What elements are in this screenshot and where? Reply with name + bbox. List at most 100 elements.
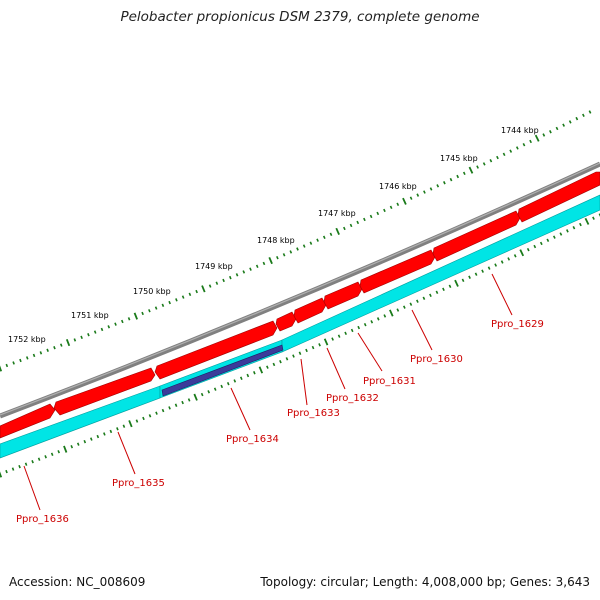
ruler-minor-tick — [409, 302, 413, 306]
ruler-minor-tick — [213, 387, 217, 391]
gene-arrow-forward[interactable] — [0, 403, 56, 439]
ruler-minor-tick — [93, 330, 97, 334]
gene-arrow-forward[interactable] — [53, 367, 156, 416]
ruler-minor-tick — [559, 232, 563, 236]
ruler-minor-tick — [502, 152, 506, 157]
leader-line — [326, 347, 346, 390]
ruler-minor-tick — [226, 382, 230, 386]
ruler-minor-tick — [376, 211, 380, 216]
ruler-minor-tick — [500, 260, 504, 264]
ruler-minor-tick — [568, 120, 572, 124]
ruler-minor-tick — [249, 267, 252, 271]
ruler-minor-tick — [383, 314, 387, 318]
ruler-major-tick — [133, 312, 138, 320]
ruler-minor-tick — [18, 464, 21, 469]
ruler-minor-tick — [229, 275, 232, 280]
ruler-minor-tick — [305, 348, 308, 353]
ruler-minor-tick — [318, 343, 321, 347]
page-title: Pelobacter propionicus DSM 2379, complet… — [120, 9, 480, 25]
ruler-minor-tick — [316, 238, 319, 242]
gene-arrow-reverse[interactable] — [281, 194, 600, 353]
ruler-minor-tick — [208, 284, 212, 288]
gene-label-ppro-1636[interactable]: Ppro_1636 — [16, 514, 69, 525]
ruler-minor-tick — [522, 143, 526, 147]
leader-line — [411, 309, 433, 351]
ruler-minor-tick — [549, 130, 552, 134]
gene-label-ppro-1631[interactable]: Ppro_1631 — [363, 376, 416, 387]
ruler-minor-tick — [37, 457, 41, 461]
ruler-major-tick — [128, 420, 133, 428]
gene-label-ppro-1633[interactable]: Ppro_1633 — [287, 408, 340, 419]
gene-label-ppro-1632[interactable]: Ppro_1632 — [326, 393, 379, 404]
ruler-minor-tick — [349, 223, 353, 228]
gene-label-ppro-1635[interactable]: Ppro_1635 — [112, 478, 165, 489]
ruler-minor-tick — [298, 351, 302, 355]
ruler-minor-tick — [266, 365, 269, 369]
ruler-minor-tick — [135, 419, 139, 423]
leader-line — [117, 431, 136, 475]
leader-line — [300, 358, 308, 406]
ruler-minor-tick — [253, 371, 256, 375]
ruler-minor-tick — [215, 281, 219, 285]
gene-arrow-forward[interactable] — [275, 311, 297, 332]
ruler-minor-tick — [242, 270, 246, 274]
leader-line — [491, 273, 513, 316]
gene-arrow-forward[interactable] — [359, 249, 436, 294]
ruler-minor-tick — [369, 214, 373, 219]
ruler-minor-tick — [443, 181, 446, 185]
ruler-minor-tick — [344, 331, 347, 336]
gene-arrow-forward[interactable] — [154, 320, 278, 380]
gene-label-ppro-1629[interactable]: Ppro_1629 — [491, 319, 544, 330]
ruler-minor-tick — [331, 337, 334, 341]
accession-text: Accession: NC_008609 — [9, 575, 146, 589]
ruler-minor-tick — [12, 361, 15, 365]
gene-arrow-forward[interactable] — [432, 210, 521, 262]
ruler-minor-tick — [116, 427, 119, 431]
ruler-minor-tick — [285, 357, 289, 361]
gene-label-ppro-1630[interactable]: Ppro_1630 — [410, 354, 463, 365]
ruler-minor-tick — [482, 162, 486, 166]
ruler-minor-tick — [296, 247, 299, 251]
ruler-minor-tick — [363, 217, 366, 222]
ruler-minor-tick — [161, 303, 165, 308]
ruler-minor-tick — [282, 253, 286, 257]
ruler-minor-tick — [507, 257, 511, 261]
ruler-minor-tick — [59, 343, 63, 347]
ruler-minor-tick — [24, 462, 28, 466]
ruler-minor-tick — [474, 272, 478, 276]
ruler-minor-tick — [416, 299, 419, 303]
ruler-minor-tick — [436, 184, 440, 188]
gene-arrow-highlight[interactable] — [161, 344, 284, 397]
ruler-minor-tick — [539, 241, 543, 246]
gene-label-ppro-1634[interactable]: Ppro_1634 — [226, 434, 279, 445]
ruler-major-tick — [468, 166, 474, 174]
ruler-minor-tick — [562, 123, 565, 127]
ruler-minor-tick — [181, 295, 185, 299]
ruler-minor-tick — [396, 308, 400, 312]
ruler-minor-tick — [552, 235, 556, 239]
gene-arrow-forward[interactable] — [323, 281, 363, 310]
ruler-label-1750: 1750 kbp — [133, 287, 171, 296]
ruler-minor-tick — [496, 155, 499, 160]
ruler-minor-tick — [429, 293, 432, 297]
ruler-minor-tick — [19, 358, 22, 363]
ruler-minor-tick — [449, 177, 453, 182]
ruler-minor-tick — [462, 171, 466, 176]
gene-arrow-forward[interactable] — [517, 171, 600, 223]
ruler-minor-tick — [5, 469, 8, 474]
ruler-minor-tick — [515, 146, 519, 150]
ruler-minor-tick — [575, 116, 579, 121]
ruler-minor-tick — [494, 263, 498, 267]
ruler-minor-tick — [509, 149, 513, 153]
ruler-minor-tick — [195, 289, 198, 294]
ruler-minor-tick — [579, 222, 582, 227]
ruler-minor-tick — [468, 275, 471, 279]
ruler-minor-tick — [109, 429, 113, 434]
ruler-major-tick — [63, 445, 68, 453]
gene-arrow-forward[interactable] — [293, 297, 327, 324]
forward-gene-track — [0, 171, 600, 439]
ruler-minor-tick — [161, 408, 165, 413]
ruler-minor-tick — [461, 278, 465, 282]
ruler-major-tick — [65, 338, 71, 347]
